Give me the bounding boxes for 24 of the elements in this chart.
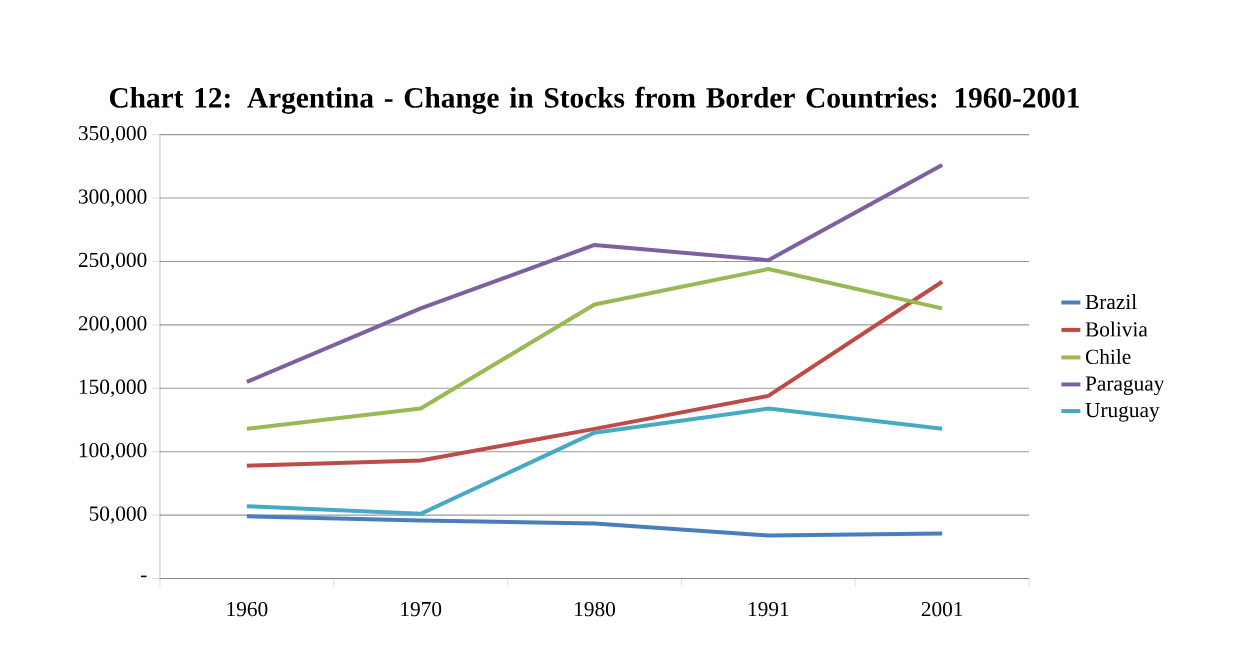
- legend-label: Chile: [1085, 348, 1131, 364]
- x-tick-label: 2001: [921, 601, 963, 617]
- x-tick-label: 1970: [401, 601, 442, 617]
- line-series: [244, 514, 945, 538]
- y-tick-label: 200,000: [78, 316, 147, 334]
- line-series: [244, 266, 945, 431]
- line-series: [244, 279, 945, 468]
- chart-title: Chart 12: Argentina - Change in Stocks from Border Countries: 1960-2001: [109, 86, 1079, 114]
- line-series: [244, 162, 945, 384]
- line-series: [244, 406, 945, 516]
- x-tick-label: 1960: [227, 601, 268, 617]
- y-tick-label: -: [140, 575, 147, 578]
- y-tick-label: 150,000: [79, 379, 147, 397]
- y-tick-label: 50,000: [89, 506, 147, 524]
- y-tick-label: 350,000: [78, 125, 147, 144]
- legend-label: Paraguay: [1085, 376, 1165, 395]
- y-tick-label: 100,000: [79, 442, 147, 461]
- legend-label: Uruguay: [1085, 403, 1160, 422]
- x-tick-label: 1980: [575, 601, 616, 617]
- x-tick-label: 1991: [748, 601, 789, 617]
- legend-label: Bolivia: [1085, 321, 1148, 337]
- y-tick-label: 300,000: [78, 189, 147, 207]
- legend-label: Brazil: [1085, 294, 1137, 310]
- y-tick-label: 250,000: [78, 252, 147, 271]
